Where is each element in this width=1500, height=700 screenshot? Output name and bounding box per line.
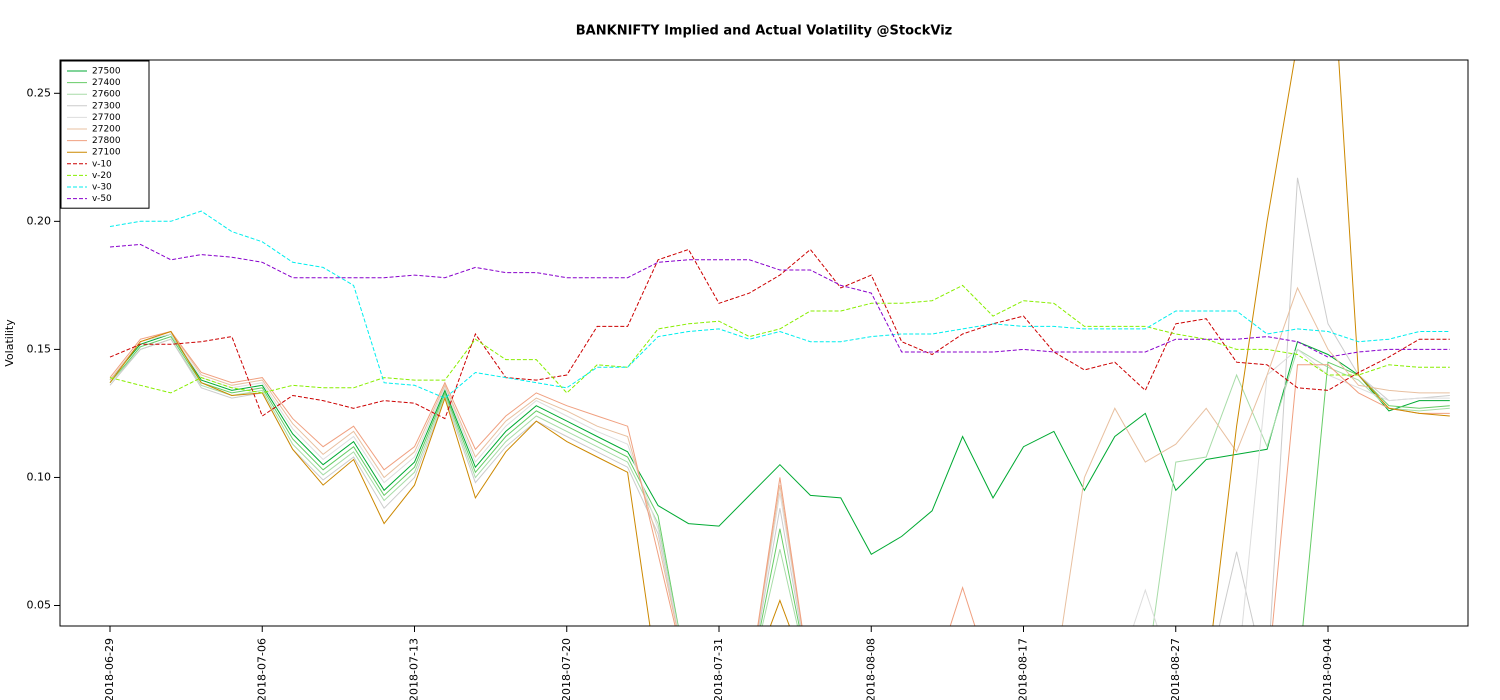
- y-tick-label: 0.10: [27, 470, 52, 483]
- x-tick-label: 2018-08-27: [1169, 638, 1182, 700]
- legend-label: 27200: [92, 125, 121, 135]
- y-tick-label: 0.20: [27, 214, 52, 227]
- x-tick-label: 2018-07-31: [712, 638, 725, 700]
- legend-box: [60, 60, 150, 209]
- x-tick-label: 2018-07-20: [560, 638, 573, 700]
- series-line: [109, 330, 1450, 626]
- x-tick-label: 2018-06-29: [103, 638, 116, 700]
- x-tick-label: 2018-08-08: [864, 638, 877, 700]
- legend-label: v-30: [92, 183, 112, 193]
- plot-lines: [109, 60, 1450, 626]
- x-tick-label: 2018-08-17: [1017, 638, 1030, 700]
- series-line: [109, 333, 1450, 626]
- legend-label: 27500: [92, 67, 121, 77]
- y-tick-label: 0.15: [27, 342, 52, 355]
- x-tick-label: 2018-07-13: [408, 638, 421, 700]
- series-line: [109, 286, 1450, 626]
- legend-label: v-20: [92, 171, 112, 181]
- series-line: [109, 243, 1450, 358]
- legend-label: 27700: [92, 113, 121, 123]
- series-line: [109, 338, 1450, 626]
- x-tick-label: 2018-09-04: [1321, 638, 1334, 700]
- y-tick-label: 0.25: [27, 86, 52, 99]
- chart-title: BANKNIFTY Implied and Actual Volatility …: [576, 24, 952, 39]
- series-line: [109, 177, 1450, 626]
- legend-label: v-10: [92, 159, 112, 169]
- y-tick-label: 0.05: [27, 599, 52, 612]
- x-tick-label: 2018-07-06: [255, 638, 268, 700]
- series-line: [109, 336, 1450, 626]
- legend-label: 27800: [92, 136, 121, 146]
- legend-label: 27400: [92, 78, 121, 88]
- series-line: [109, 248, 1450, 420]
- legend-label: 27100: [92, 148, 121, 158]
- legend-label: 27300: [92, 101, 121, 111]
- series-line: [109, 284, 1450, 394]
- y-axis-label: Volatility: [3, 319, 16, 367]
- plot-frame: [59, 59, 1469, 627]
- legend-label: 27600: [92, 90, 121, 100]
- legend-label: v-50: [92, 194, 112, 204]
- series-line: [109, 333, 1450, 555]
- series-line: [109, 60, 1450, 626]
- series-line: [109, 210, 1450, 399]
